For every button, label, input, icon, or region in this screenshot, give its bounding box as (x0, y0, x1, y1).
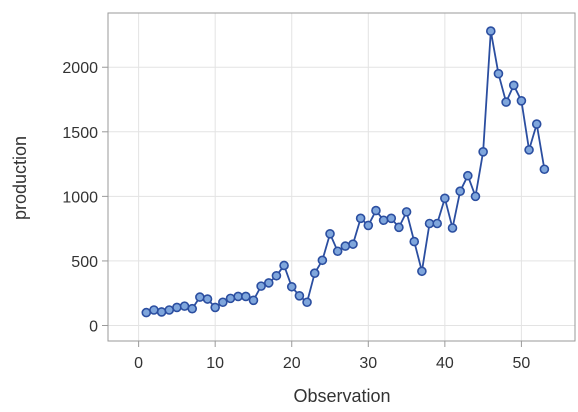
data-point (394, 222, 404, 233)
data-point (485, 26, 496, 36)
data-point (348, 239, 358, 249)
data-point (455, 186, 465, 197)
data-point (470, 191, 481, 202)
data-point (463, 170, 473, 181)
data-point (263, 278, 274, 288)
data-point (286, 281, 297, 292)
y-tick-label: 500 (71, 254, 98, 271)
data-point (409, 236, 420, 247)
data-point (539, 164, 550, 175)
x-axis-label: Observation (293, 386, 390, 406)
data-point (501, 97, 511, 107)
data-point (524, 145, 534, 155)
data-point (210, 302, 220, 313)
data-point (149, 305, 159, 315)
data-point (187, 303, 198, 314)
data-point (179, 301, 190, 311)
y-tick-label: 0 (89, 319, 98, 336)
data-point (294, 291, 305, 301)
data-point (424, 218, 435, 229)
x-tick-label: 30 (359, 355, 377, 372)
data-point (218, 297, 228, 308)
y-tick-label: 2000 (62, 60, 98, 77)
data-point (195, 292, 205, 302)
data-point (172, 302, 182, 313)
data-point (309, 268, 320, 279)
data-point (508, 80, 519, 91)
y-tick-label: 1500 (62, 125, 98, 142)
data-point (371, 205, 381, 216)
data-point (233, 291, 243, 302)
data-point (248, 295, 259, 306)
data-point (256, 281, 266, 291)
data-point (447, 223, 458, 233)
data-point (141, 307, 152, 318)
data-point (241, 291, 251, 302)
y-axis-ticks: 0 500 1000 1500 2000 (62, 60, 108, 336)
data-point (202, 294, 213, 304)
data-point (225, 293, 236, 304)
plot-frame (107, 12, 576, 342)
y-axis-label: production (10, 136, 30, 220)
grid-layer (108, 13, 575, 341)
data-point (363, 220, 374, 231)
data-point (386, 213, 397, 224)
data-point (317, 255, 328, 266)
x-tick-label: 20 (283, 355, 301, 372)
data-point (271, 270, 282, 281)
data-point (302, 297, 312, 308)
x-tick-label: 0 (134, 355, 143, 372)
data-point (378, 215, 389, 226)
y-tick-label: 1000 (62, 189, 98, 206)
data-point (493, 68, 504, 79)
data-point (164, 305, 175, 315)
data-point (332, 246, 343, 257)
x-tick-label: 40 (436, 355, 454, 372)
series-markers (141, 26, 550, 318)
x-tick-label: 10 (206, 355, 224, 372)
data-point (478, 147, 488, 157)
data-point (340, 241, 351, 251)
data-point (531, 119, 542, 129)
data-point (516, 96, 527, 106)
data-point (325, 229, 335, 239)
series-line (145, 30, 546, 314)
data-point (279, 260, 289, 271)
data-point (440, 193, 450, 204)
x-tick-label: 50 (513, 355, 531, 372)
x-axis-ticks: 0 10 20 30 40 50 (134, 341, 530, 372)
data-point (156, 307, 167, 317)
data-point (417, 266, 427, 277)
data-point (432, 218, 442, 229)
data-point (401, 207, 412, 217)
data-point (355, 213, 366, 224)
